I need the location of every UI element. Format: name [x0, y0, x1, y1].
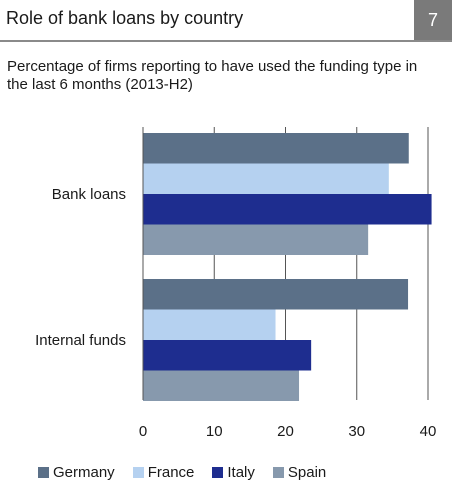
bar-chart: Bank loans Internal funds 0 10 20 30 40 [35, 127, 437, 440]
category-label: Bank loans [52, 186, 126, 203]
header: Role of bank loans by country 7 [0, 0, 452, 42]
x-tick-label: 0 [139, 423, 147, 440]
legend-swatch [132, 466, 144, 478]
legend-item-spain: Spain [272, 463, 327, 481]
bar-germany-bank-loans [143, 133, 409, 164]
x-tick-label: 20 [277, 423, 294, 440]
legend-label: Italy [227, 463, 255, 481]
chart-number-badge: 7 [414, 0, 452, 40]
title-rule [0, 40, 452, 42]
bar-spain-bank-loans [143, 224, 369, 255]
legend-item-germany: Germany [38, 464, 115, 481]
legend-item-france: France [132, 463, 195, 481]
bar-germany-internal-funds [143, 279, 409, 310]
x-tick-label: 40 [420, 423, 437, 440]
chart-subtitle: Percentage of firms reporting to have us… [7, 58, 418, 93]
legend-swatch [212, 466, 224, 478]
legend-swatch [272, 466, 284, 478]
legend-item-italy: Italy [212, 464, 255, 481]
bar-spain-internal-funds [143, 370, 300, 401]
legend-swatch [38, 466, 49, 478]
bar-france-bank-loans [143, 163, 389, 194]
legend-label: Germany [53, 463, 115, 481]
x-tick-label: 30 [348, 423, 365, 440]
legend: Germany France Italy Spain [38, 462, 344, 482]
legend-label: France [147, 463, 195, 481]
bar-france-internal-funds [143, 309, 276, 340]
bar-italy-internal-funds [143, 340, 312, 371]
bar-italy-bank-loans [143, 194, 432, 225]
chart-title: Role of bank loans by country [6, 8, 244, 28]
x-tick-label: 10 [206, 423, 223, 440]
legend-label: Spain [287, 463, 327, 481]
category-label: Internal funds [35, 332, 126, 349]
